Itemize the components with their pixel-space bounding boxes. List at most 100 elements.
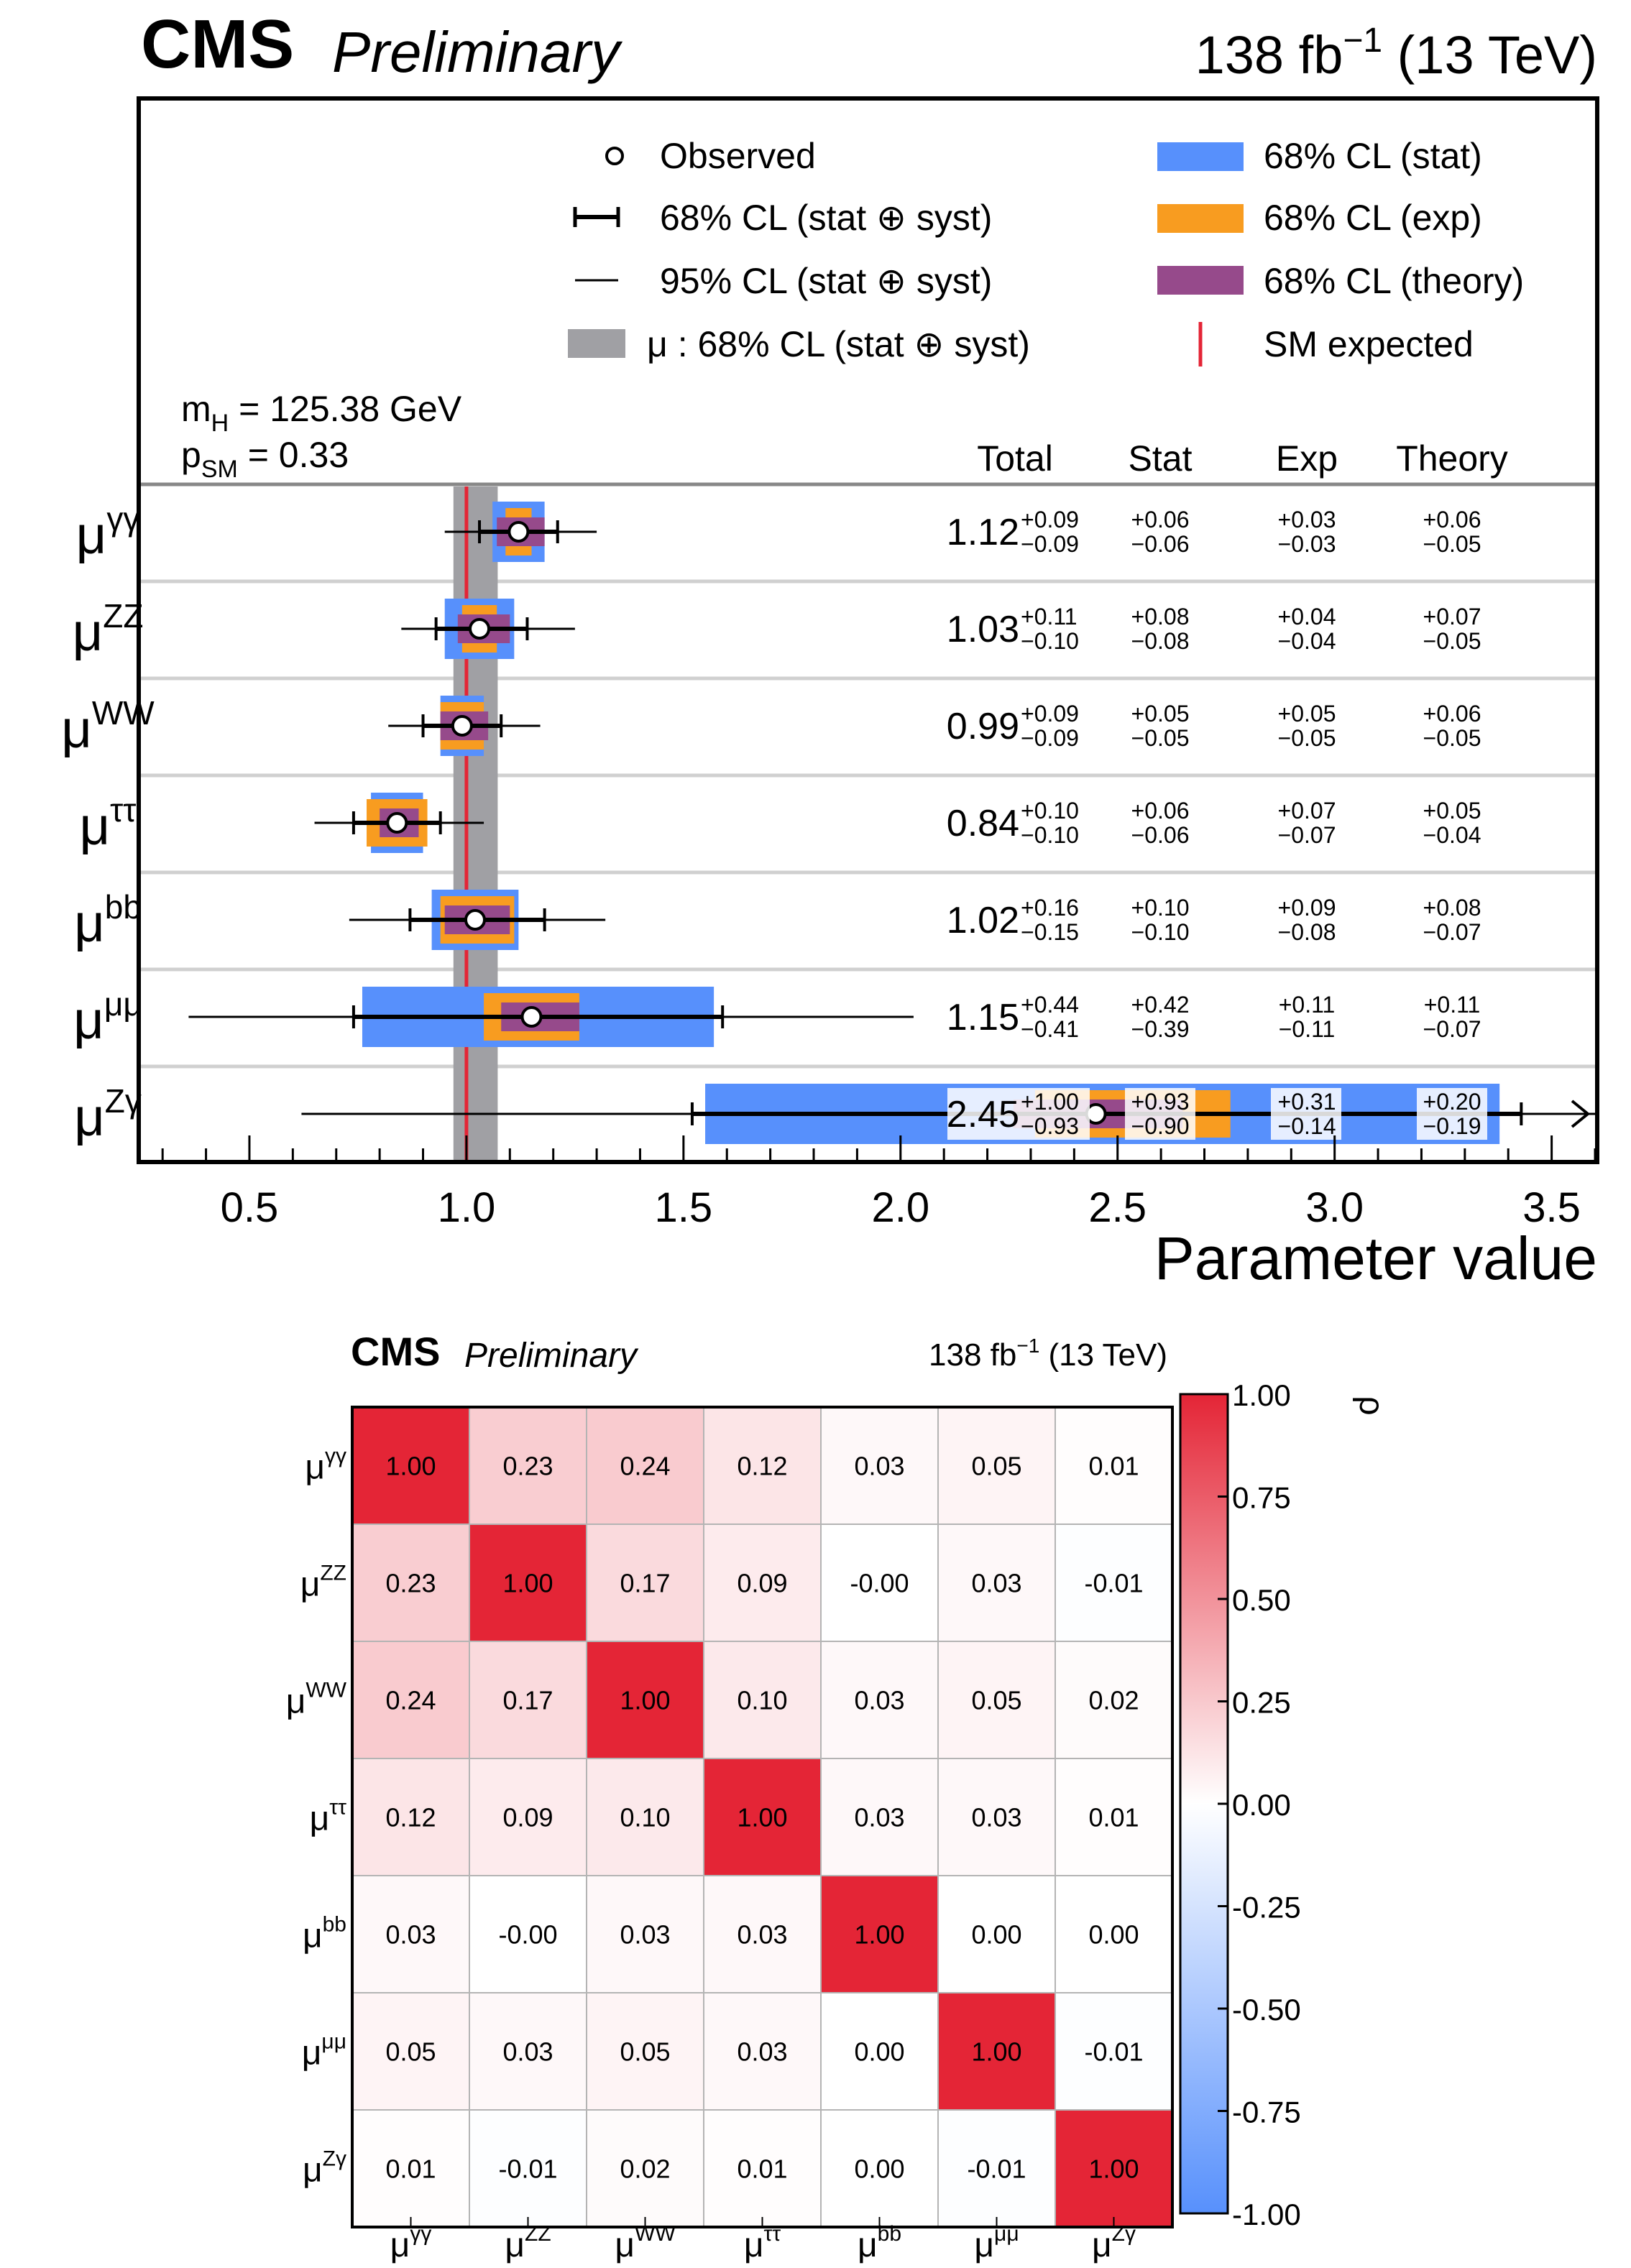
stat-up: +0.42 — [1131, 992, 1190, 1018]
heatmap-cell-label: 0.02 — [620, 2154, 670, 2184]
heatmap-preliminary-label: Preliminary — [464, 1337, 639, 1375]
heatmap-col-label: μγγ — [390, 2222, 432, 2264]
legend-stat-swatch — [1157, 142, 1244, 171]
heatmap-cell-label: 0.03 — [854, 1803, 904, 1833]
heatmap-cell — [469, 1875, 587, 1993]
heatmap-cell-label: 0.05 — [385, 2037, 436, 2067]
heatmap-row-label: μZZ — [300, 1562, 346, 1604]
row-values-0: 1.12 +0.09−0.09+0.06−0.06+0.03−0.03+0.06−… — [947, 507, 1481, 557]
stat-down: −0.10 — [1131, 919, 1190, 945]
heatmap-cell-label: 1.00 — [620, 1686, 670, 1715]
top-plot-frame — [137, 96, 1599, 1164]
heatmap-cell-label: 0.03 — [737, 2037, 787, 2067]
th-up: +0.07 — [1423, 604, 1481, 630]
col-stat-header: Stat — [1129, 438, 1193, 479]
heatmap-cell — [937, 2109, 1056, 2228]
heatmap-cell-label: 1.00 — [854, 1920, 904, 1950]
th-down: −0.07 — [1423, 1016, 1481, 1042]
heatmap-col-label: μWW — [615, 2222, 676, 2264]
exp-down: −0.05 — [1278, 725, 1336, 751]
row-1 — [401, 599, 575, 659]
th-down: −0.07 — [1423, 919, 1481, 945]
heatmap-cell — [469, 1758, 587, 1876]
heatmap-cell-label: 0.05 — [971, 1452, 1021, 1481]
row-values-4: 1.02 +0.16−0.15 +0.10−0.10 +0.09−0.08 +0.08−… — [947, 895, 1481, 945]
heatmap-cell-label: 0.00 — [1088, 1920, 1139, 1950]
heatmap-cell-label: 0.03 — [971, 1569, 1021, 1598]
heatmap-cell-label: 0.09 — [502, 1803, 553, 1833]
total-value: 1.12 — [947, 512, 1019, 553]
exp-down: −0.14 — [1278, 1113, 1336, 1139]
heatmap-row-label: μμμ — [302, 2030, 346, 2073]
heatmap-cell-label: 0.10 — [737, 1686, 787, 1715]
heatmap-cell-label: 0.12 — [737, 1452, 787, 1481]
heatmap-cell — [352, 1523, 470, 1642]
heatmap-cell-label: 1.00 — [502, 1569, 553, 1598]
colorbar-tick-label: -0.25 — [1232, 1891, 1301, 1924]
heatmap-cell-label: 0.17 — [502, 1686, 553, 1715]
psm-label: pSM = 0.33 — [181, 435, 349, 483]
heatmap-cell-label: 0.03 — [502, 2037, 553, 2067]
heatmap-cell-label: -0.01 — [1084, 1569, 1143, 1598]
observed-point — [469, 618, 491, 640]
heatmap-cell — [352, 1992, 470, 2111]
th-down: −0.05 — [1423, 531, 1481, 557]
legend-sm-label: SM expected — [1264, 324, 1474, 364]
heatmap-cell — [352, 1875, 470, 1993]
heatmap-cell-label: 0.03 — [385, 1920, 436, 1950]
stat-down: −0.06 — [1131, 822, 1190, 848]
exp-down: −0.08 — [1278, 919, 1336, 945]
total-up: +0.09 — [1021, 701, 1079, 727]
mh-label: mH = 125.38 GeV — [181, 389, 462, 437]
colorbar-tick-label: 0.75 — [1232, 1481, 1291, 1515]
heatmap-cell — [1055, 1406, 1173, 1525]
row-values-6: 2.45 +1.00−0.93 +0.93−0.90 +0.31−0.14 +0.20−… — [947, 1088, 1487, 1140]
heatmap-cell-label: 1.00 — [385, 1452, 436, 1481]
legend-theory-label: 68% CL (theory) — [1264, 261, 1524, 301]
heatmap-col-label: μbb — [858, 2222, 901, 2264]
legend-mu-band-label: μ : 68% CL (stat ⊕ syst) — [647, 324, 1030, 364]
total-up: +0.44 — [1021, 992, 1079, 1018]
total-value: 0.84 — [947, 803, 1019, 844]
value-bg — [1271, 1088, 1341, 1140]
colorbar-tick-label: -0.75 — [1232, 2096, 1301, 2129]
heatmap-cell-label: 0.03 — [971, 1803, 1021, 1833]
row-label-4: μbb — [74, 888, 142, 953]
stat-down: −0.08 — [1131, 628, 1190, 654]
stat-up: +0.93 — [1131, 1089, 1190, 1115]
th-up: +0.11 — [1424, 992, 1481, 1018]
row-label-2: μWW — [61, 694, 155, 759]
legend-cl95-label: 95% CL (stat ⊕ syst) — [660, 261, 992, 301]
row-values-3: 0.84 +0.10−0.10 +0.06−0.06 +0.07−0.07 +0.05−… — [947, 798, 1481, 848]
heatmap-cell — [820, 1992, 939, 2111]
exp-up: +0.07 — [1278, 798, 1336, 824]
heatmap-cell — [586, 1523, 704, 1642]
exp-down: −0.03 — [1278, 531, 1336, 557]
heatmap-cell — [703, 1992, 822, 2111]
legend-stat-label: 68% CL (stat) — [1264, 136, 1482, 176]
heatmap-cell-label: 0.01 — [385, 2154, 436, 2184]
row-4 — [349, 890, 606, 950]
stat-up: +0.08 — [1131, 604, 1190, 630]
heatmap-cell-label: 0.23 — [502, 1452, 553, 1481]
value-bg — [1125, 1088, 1195, 1140]
x-tick-label: 1.0 — [438, 1184, 496, 1231]
total-value: 1.02 — [947, 900, 1019, 941]
total-up: +0.11 — [1021, 604, 1078, 630]
heatmap-cell-label: -0.01 — [1084, 2037, 1143, 2067]
heatmap-cell-label: -0.00 — [850, 1569, 909, 1598]
heatmap-cell-label: 0.17 — [620, 1569, 670, 1598]
heatmap-cell-label: 0.23 — [385, 1569, 436, 1598]
total-value: 0.99 — [947, 706, 1019, 747]
legend-mu-band-swatch — [568, 329, 625, 358]
legend-exp-swatch — [1157, 204, 1244, 233]
heatmap-cell — [586, 1641, 704, 1759]
exp-down: −0.07 — [1278, 822, 1336, 848]
th-up: +0.06 — [1423, 701, 1481, 727]
heatmap-cell-label: 1.00 — [1088, 2154, 1139, 2184]
total-value: 1.03 — [947, 609, 1019, 650]
heatmap-cell-label: 0.00 — [854, 2037, 904, 2067]
heatmap-cell-label: -0.00 — [498, 1920, 557, 1950]
heatmap-cell — [937, 1875, 1056, 1993]
